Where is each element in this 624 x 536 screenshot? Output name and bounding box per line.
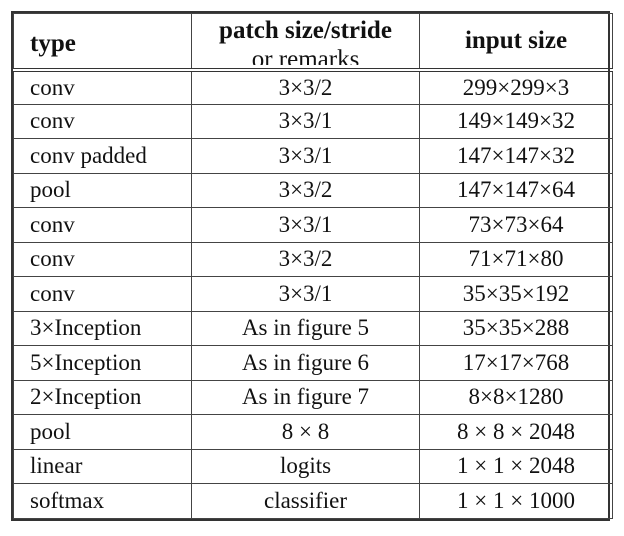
cell-patch: 3×3/2 — [191, 241, 420, 277]
cell-input: 35×35×192 — [419, 276, 613, 312]
cell-patch: 3×3/1 — [191, 138, 420, 174]
cell-type: softmax — [13, 483, 192, 519]
header-patch-line1: patch size/stride — [219, 16, 392, 44]
cell-type: pool — [13, 172, 192, 208]
table-header: type patch size/stride or remarks input … — [13, 13, 613, 72]
table-row: conv 3×3/1 35×35×192 — [13, 276, 613, 312]
cell-type: conv — [13, 207, 192, 243]
cell-type: conv — [13, 103, 192, 139]
cell-input: 8 × 8 × 2048 — [419, 414, 613, 450]
cell-patch: logits — [191, 448, 420, 484]
cell-type: 2×Inception — [13, 379, 192, 415]
cell-patch: As in figure 6 — [191, 345, 420, 381]
table-row: pool 8 × 8 8 × 8 × 2048 — [13, 414, 613, 450]
cell-patch: 3×3/2 — [191, 172, 420, 208]
cell-patch: As in figure 7 — [191, 379, 420, 415]
table-row: conv 3×3/1 73×73×64 — [13, 207, 613, 243]
table-row: conv 3×3/2 71×71×80 — [13, 241, 613, 277]
header-type: type — [13, 13, 192, 72]
header-patch-line2: or remarks — [251, 45, 360, 65]
cell-patch: As in figure 5 — [191, 310, 420, 346]
header-input-size: input size — [419, 13, 613, 72]
table-row: conv 3×3/2 299×299×3 — [13, 69, 613, 105]
table-row: linear logits 1 × 1 × 2048 — [13, 448, 613, 484]
cell-input: 147×147×32 — [419, 138, 613, 174]
table-row: 3×Inception As in figure 5 35×35×288 — [13, 310, 613, 346]
cell-input: 149×149×32 — [419, 103, 613, 139]
cell-type: 5×Inception — [13, 345, 192, 381]
cell-input: 71×71×80 — [419, 241, 613, 277]
table-row: conv padded 3×3/1 147×147×32 — [13, 138, 613, 174]
table-body: conv 3×3/2 299×299×3 conv 3×3/1 149×149×… — [13, 69, 613, 519]
table-row: softmax classifier 1 × 1 × 1000 — [13, 483, 613, 519]
cell-input: 17×17×768 — [419, 345, 613, 381]
architecture-table: type patch size/stride or remarks input … — [13, 13, 613, 519]
cell-input: 8×8×1280 — [419, 379, 613, 415]
table-row: 2×Inception As in figure 7 8×8×1280 — [13, 379, 613, 415]
cell-patch: 3×3/2 — [191, 69, 420, 105]
cell-type: conv — [13, 276, 192, 312]
header-row: type patch size/stride or remarks input … — [13, 13, 613, 72]
cell-input: 1 × 1 × 2048 — [419, 448, 613, 484]
header-patch-size: patch size/stride or remarks — [191, 13, 420, 72]
cell-patch: 3×3/1 — [191, 207, 420, 243]
table-row: conv 3×3/1 149×149×32 — [13, 103, 613, 139]
cell-input: 73×73×64 — [419, 207, 613, 243]
architecture-table-frame: type patch size/stride or remarks input … — [11, 11, 613, 521]
cell-input: 1 × 1 × 1000 — [419, 483, 613, 519]
cell-type: pool — [13, 414, 192, 450]
cell-patch: 3×3/1 — [191, 103, 420, 139]
cell-patch: 8 × 8 — [191, 414, 420, 450]
cell-type: conv padded — [13, 138, 192, 174]
cell-type: conv — [13, 69, 192, 105]
cell-input: 299×299×3 — [419, 69, 613, 105]
table-row: 5×Inception As in figure 6 17×17×768 — [13, 345, 613, 381]
cell-patch: classifier — [191, 483, 420, 519]
cell-input: 147×147×64 — [419, 172, 613, 208]
cell-patch: 3×3/1 — [191, 276, 420, 312]
table-row: pool 3×3/2 147×147×64 — [13, 172, 613, 208]
cell-type: linear — [13, 448, 192, 484]
cell-type: conv — [13, 241, 192, 277]
cell-type: 3×Inception — [13, 310, 192, 346]
cell-input: 35×35×288 — [419, 310, 613, 346]
